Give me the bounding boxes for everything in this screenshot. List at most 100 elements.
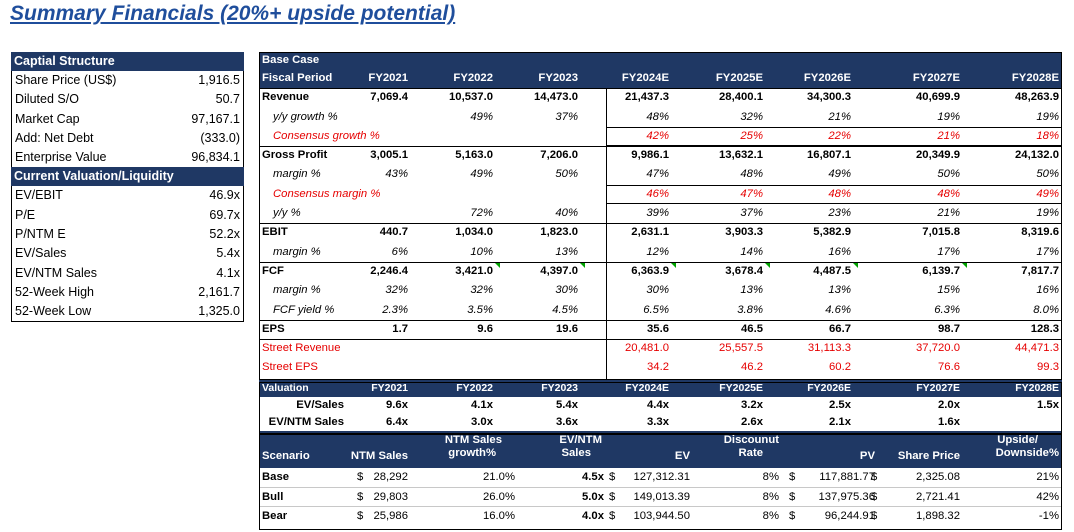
row-value: 3.8% <box>737 303 763 316</box>
scenario-name: Bear <box>262 509 288 522</box>
row-value: 49% <box>828 168 851 181</box>
cap-row: Enterprise Value 96,834.1 <box>11 148 244 168</box>
scenario-row: Base $28,292 21.0% 4.5x $127,312.31 8% $117,88… <box>259 468 1062 487</box>
row-value: 72% <box>470 207 493 220</box>
table-row-ebit-margin: margin % 6% 10% 13% 12% 14% 16% 17% 17% <box>259 243 1062 262</box>
row-value: 10,537.0 <box>449 91 493 104</box>
scenario-value: 1,898.32 <box>916 509 960 522</box>
row-value: 1.7 <box>392 322 408 335</box>
valuation-label: EV/Sales <box>296 398 344 411</box>
valuation-header: Valuation FY2021 FY2022 FY2023 FY2024E FY2025… <box>259 379 1062 397</box>
row-value: 5,382.9 <box>813 226 851 239</box>
row-value: 8.0% <box>1033 303 1059 316</box>
row-value: 35.6 <box>647 322 669 335</box>
scenario-value: 4.5x <box>582 470 604 483</box>
row-value: 3.5% <box>467 303 493 316</box>
row-label: Street EPS <box>262 361 318 374</box>
period-header: FY2026E <box>803 72 851 84</box>
row-value: 42% <box>646 129 669 142</box>
scenario-value: 103,944.50 <box>633 509 690 522</box>
scenario-header-cell: Rate <box>738 446 764 459</box>
row-value: 22% <box>828 129 851 142</box>
val-row: 52-Week High 2,161.7 <box>11 282 244 303</box>
scenario-value: 25,986 <box>373 509 408 522</box>
fiscal-period-header: Fiscal Period FY2021 FY2022 FY2023 FY2024E F… <box>259 69 1062 89</box>
valuation-liquidity-header: Current Valuation/Liquidity <box>11 167 244 187</box>
cap-label: Share Price (US$) <box>15 73 117 87</box>
currency-symbol: $ <box>871 509 878 522</box>
cap-value: 96,834.1 <box>191 150 240 165</box>
row-value: 34,300.3 <box>807 91 851 104</box>
row-value: 23% <box>828 207 851 220</box>
currency-symbol: $ <box>789 509 796 522</box>
period-header: FY2028E <box>1011 72 1059 84</box>
row-label: y/y % <box>273 207 301 220</box>
row-value: 49% <box>470 110 493 123</box>
row-value: 17% <box>937 245 960 258</box>
row-value: 12% <box>646 245 669 258</box>
val-row: P/NTM E 52.2x <box>11 225 244 245</box>
row-value: 19% <box>937 110 960 123</box>
valuation-period: FY2022 <box>456 381 493 394</box>
row-value: 50% <box>1036 168 1059 181</box>
cell-flag-icon <box>495 262 500 268</box>
scenario-value: 137,975.36 <box>818 490 875 503</box>
val-label: P/E <box>15 207 36 222</box>
row-value: 37% <box>555 110 578 123</box>
row-value: 9.6 <box>477 322 493 335</box>
valuation-value: 4.4x <box>647 398 669 411</box>
period-header: FY2023 <box>538 72 578 84</box>
row-value: 13,632.1 <box>719 149 763 162</box>
valuation-period: FY2026E <box>807 381 851 394</box>
row-value: 46.5 <box>741 322 763 335</box>
row-value: 32% <box>470 284 493 297</box>
row-label: margin % <box>273 284 321 297</box>
valuation-value: 4.1x <box>471 398 493 411</box>
table-row-consensus-margin: Consensus margin % 46% 47% 48% 48% 49% <box>259 184 1062 205</box>
row-value: 32% <box>385 284 408 297</box>
row-label: Street Revenue <box>262 342 341 355</box>
valuation-period: FY2023 <box>541 381 578 394</box>
scenario-value: 8% <box>762 470 779 483</box>
scenario-header-cell: Downside% <box>995 446 1059 459</box>
row-value: 1,823.0 <box>540 226 578 239</box>
row-rule <box>606 126 1062 128</box>
scenario-header: Scenario NTM Sales NTM Sales growth% EV/NTM S… <box>259 430 1062 468</box>
scenario-value: 21% <box>1036 470 1059 483</box>
cell-flag-icon <box>671 262 676 268</box>
row-value: 7,015.8 <box>922 226 960 239</box>
row-value: 4,397.0 <box>540 264 578 277</box>
currency-symbol: $ <box>609 490 616 503</box>
val-label: EV/NTM Sales <box>15 265 97 280</box>
row-value: 28,400.1 <box>719 91 763 104</box>
valuation-period: FY2027E <box>916 381 960 394</box>
scenario-value: 21.0% <box>482 470 515 483</box>
valuation-period: FY2028E <box>1015 381 1059 394</box>
row-value: 7,069.4 <box>370 91 408 104</box>
row-rule <box>606 203 1062 205</box>
val-label: EV/EBIT <box>15 188 63 203</box>
scenario-value: 16.0% <box>482 509 515 522</box>
table-row-yy-growth: y/y growth % 49% 37% 48% 32% 21% 19% 19% <box>259 108 1062 127</box>
scenario-value: 117,881.77 <box>819 470 875 483</box>
valuation-value: 9.6x <box>386 398 408 411</box>
row-value: 37% <box>740 207 763 220</box>
row-label: FCF yield % <box>273 303 335 316</box>
scenario-header-cell: Sales <box>561 446 591 459</box>
row-value: 32% <box>740 110 763 123</box>
row-value: 46% <box>646 187 669 200</box>
row-value: 47% <box>646 168 669 181</box>
scenario-value: -1% <box>1038 509 1059 522</box>
scenario-value: 4.0x <box>582 509 604 522</box>
valuation-value: 2.1x <box>829 415 851 428</box>
row-value: 6,363.9 <box>631 264 669 277</box>
row-rule <box>259 88 1062 90</box>
row-label: Consensus growth % <box>273 129 380 142</box>
page-title: Summary Financials (20%+ upside potentia… <box>10 2 456 25</box>
cap-value: 97,167.1 <box>191 111 240 126</box>
row-value: 7,817.7 <box>1021 264 1059 277</box>
base-case-title: Base Case <box>262 54 320 66</box>
val-value: 69.7x <box>209 207 240 222</box>
row-value: 13% <box>740 284 763 297</box>
table-row-street-eps: Street EPS 34.2 46.2 60.2 76.6 99.3 <box>259 358 1062 377</box>
